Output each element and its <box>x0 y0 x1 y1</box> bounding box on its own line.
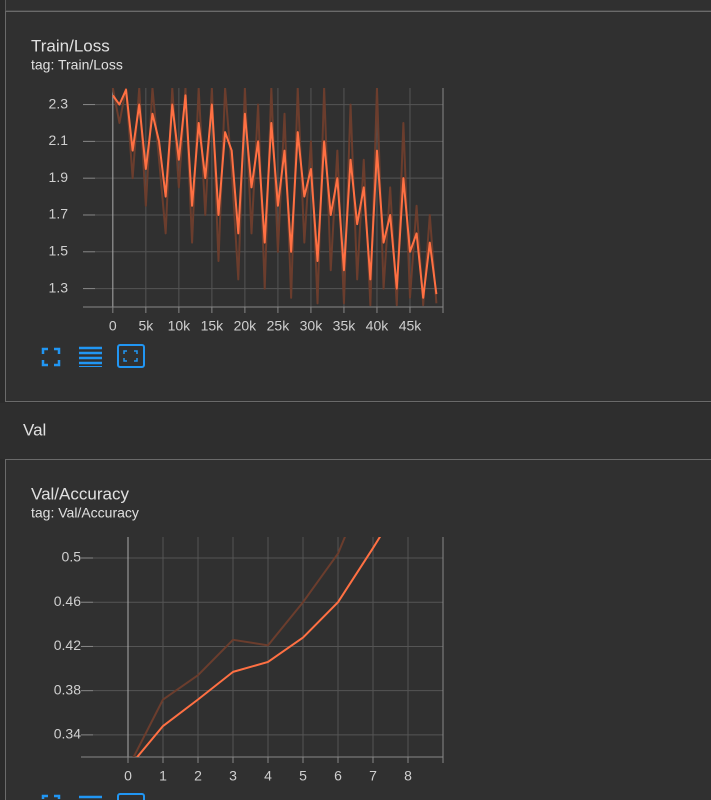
x-tick-label: 8 <box>404 768 412 784</box>
x-tick-label: 4 <box>264 768 272 784</box>
fullscreen-button[interactable] <box>41 347 61 367</box>
chart-title: Val/Accuracy <box>31 484 129 503</box>
x-tick-label: 2 <box>194 768 202 784</box>
chart-tag: tag: Val/Accuracy <box>31 505 139 521</box>
x-tick-label: 0 <box>124 768 132 784</box>
fit-domain-button[interactable] <box>117 344 145 368</box>
chart-toolbar <box>41 344 145 368</box>
x-tick-label: 25k <box>267 318 291 334</box>
card <box>5 11 711 402</box>
fit-domain-button[interactable] <box>117 793 145 800</box>
y-tick-label: 2.3 <box>49 95 69 111</box>
series-line <box>112 88 438 299</box>
y-tick-label: 1.9 <box>49 169 69 185</box>
y-tick-label: 1.5 <box>49 242 69 258</box>
chart-title: Train/Loss <box>31 36 110 55</box>
y-tick-label: 1.3 <box>49 279 69 295</box>
section-header-bar <box>0 403 711 459</box>
fullscreen-button[interactable] <box>41 794 61 799</box>
x-tick-label: 40k <box>366 318 390 334</box>
plot-area <box>132 537 382 757</box>
x-tick-label: 20k <box>234 318 258 334</box>
x-tick-label: 0 <box>109 318 117 334</box>
series-line <box>132 537 346 757</box>
x-tick-label: 3 <box>229 768 237 784</box>
y-tick-label: 0.38 <box>54 681 81 697</box>
x-tick-label: 30k <box>300 318 324 334</box>
x-tick-label: 5k <box>138 318 154 334</box>
series-line <box>135 537 382 757</box>
chart-toolbar <box>41 793 145 800</box>
y-tick-label: 2.1 <box>49 132 69 148</box>
section-header: Val <box>23 420 46 439</box>
y-tick-label: 0.46 <box>54 593 81 609</box>
toggle-log-button[interactable] <box>79 346 102 367</box>
y-tick-label: 0.5 <box>62 549 82 565</box>
chart-tag: tag: Train/Loss <box>31 57 123 73</box>
y-tick-label: 1.7 <box>49 206 69 222</box>
y-tick-label: 0.42 <box>54 637 81 653</box>
plot-area <box>111 88 438 307</box>
x-tick-label: 15k <box>201 318 225 334</box>
y-tick-label: 0.34 <box>54 726 81 742</box>
x-tick-label: 10k <box>168 318 192 334</box>
x-tick-label: 1 <box>159 768 167 784</box>
x-tick-label: 5 <box>299 768 307 784</box>
card-top <box>5 0 711 12</box>
x-tick-label: 7 <box>369 768 377 784</box>
x-tick-label: 45k <box>399 318 423 334</box>
card <box>5 459 711 800</box>
x-tick-label: 35k <box>333 318 357 334</box>
x-tick-label: 6 <box>334 768 342 784</box>
